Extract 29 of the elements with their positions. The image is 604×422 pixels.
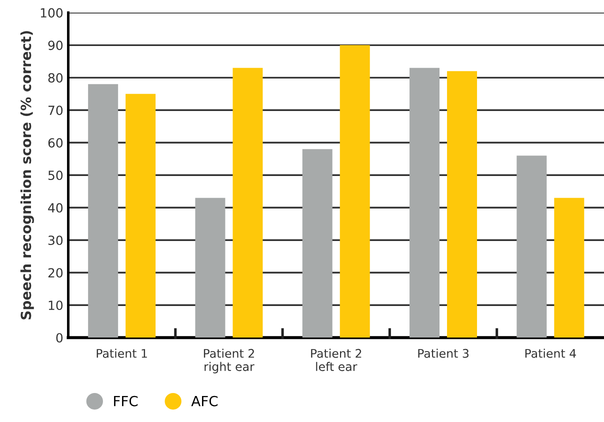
bar bbox=[410, 68, 440, 338]
x-tick-label: Patient 2 right ear bbox=[204, 348, 254, 374]
bar bbox=[88, 84, 118, 338]
bar bbox=[554, 198, 584, 338]
y-tick-label: 60 bbox=[48, 138, 63, 148]
y-tick-label: 30 bbox=[48, 236, 63, 246]
bar bbox=[302, 149, 332, 338]
y-tick-label: 50 bbox=[48, 170, 63, 180]
bar bbox=[340, 45, 370, 338]
bar bbox=[516, 156, 547, 338]
y-tick-label: 100 bbox=[40, 8, 63, 18]
bar bbox=[126, 94, 156, 338]
y-tick-label: 40 bbox=[48, 203, 63, 213]
bar bbox=[232, 68, 263, 338]
y-tick-label: 80 bbox=[48, 73, 63, 83]
y-tick-label: 20 bbox=[48, 268, 63, 278]
legend-label: FFC bbox=[114, 396, 138, 406]
x-tick-label: Patient 4 bbox=[525, 348, 576, 358]
x-tick-label: Patient 3 bbox=[418, 348, 469, 358]
bar bbox=[195, 198, 226, 338]
y-tick-label: 0 bbox=[56, 333, 63, 343]
x-tick-label: Patient 1 bbox=[96, 348, 147, 358]
x-tick-label: Patient 2 left ear bbox=[311, 348, 362, 372]
bar bbox=[447, 71, 478, 338]
legend-label: AFC bbox=[191, 396, 218, 406]
y-tick-label: 70 bbox=[48, 106, 63, 116]
y-tick-label: 10 bbox=[48, 300, 63, 310]
y-axis-title: Speech recognition score (% correct) bbox=[20, 31, 34, 320]
y-tick-label: 90 bbox=[48, 40, 63, 50]
